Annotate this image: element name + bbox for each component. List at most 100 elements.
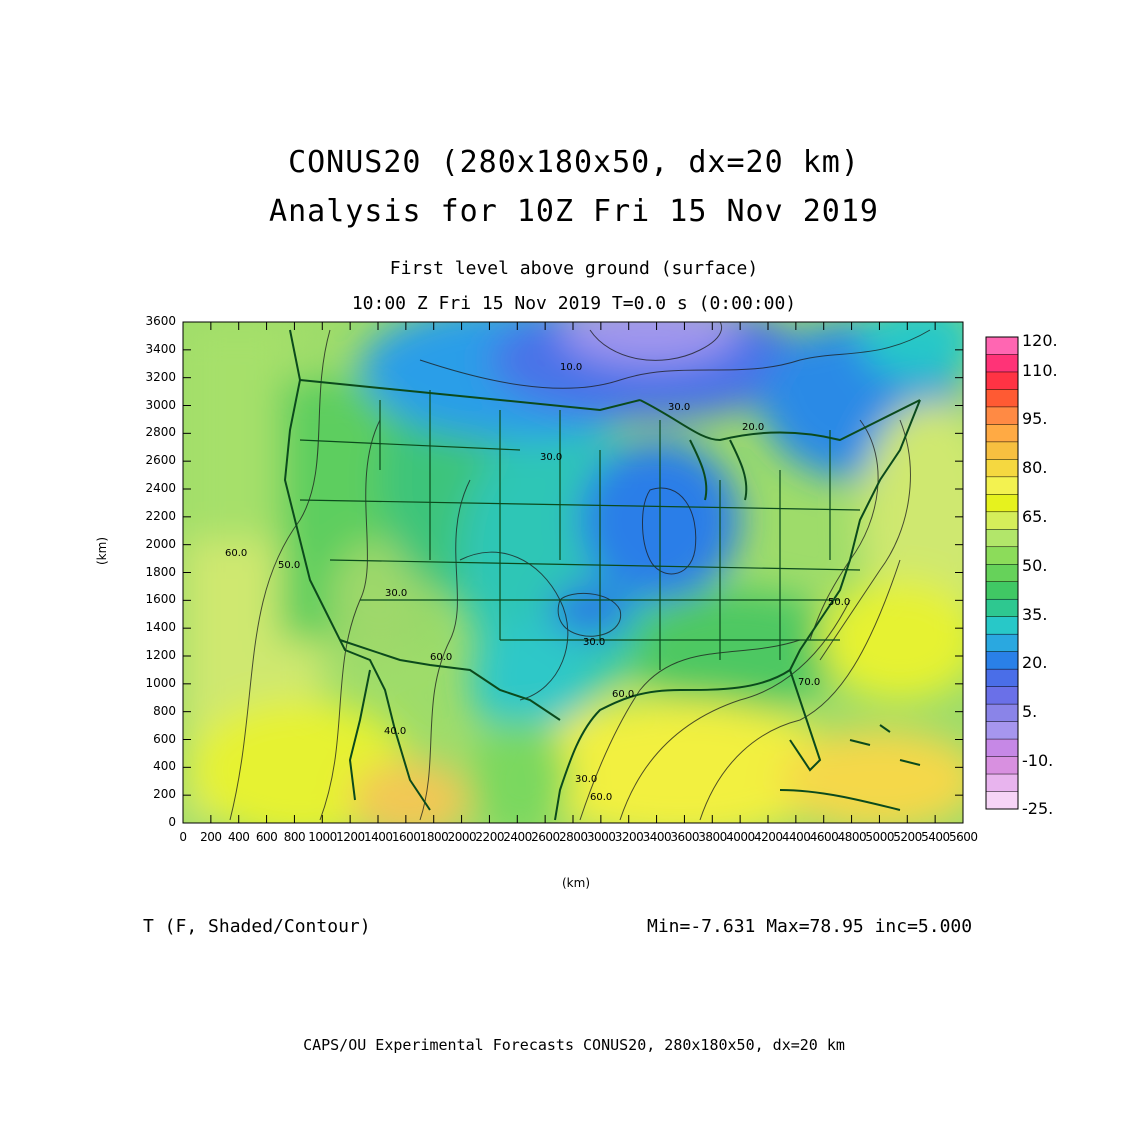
x-tick-label: 0 bbox=[179, 830, 187, 844]
contour-line bbox=[809, 419, 879, 641]
contour-label: 30.0 bbox=[668, 402, 690, 413]
colorbar-swatch bbox=[986, 791, 1018, 810]
contour-label: 70.0 bbox=[798, 677, 820, 688]
canada-border bbox=[299, 379, 641, 412]
x-tick-label: 1000 bbox=[308, 830, 337, 844]
great-lakes-border bbox=[639, 399, 921, 442]
contour-line bbox=[557, 592, 622, 637]
colorbar-label: 120. bbox=[1022, 331, 1058, 350]
contour-label: 10.0 bbox=[560, 362, 582, 373]
contour-label-group: 60.0 50.0 30.0 60.0 10.0 30.0 30.0 20.0 … bbox=[225, 362, 850, 803]
contour-line bbox=[319, 419, 381, 821]
y-tick-label: 1600 bbox=[145, 592, 176, 607]
contour-line bbox=[642, 487, 697, 575]
y-tick-label: 2800 bbox=[145, 425, 176, 440]
colorbar-swatch bbox=[986, 337, 1018, 355]
field-canada bbox=[490, 322, 810, 420]
contour-line bbox=[419, 479, 471, 821]
great-lakes bbox=[689, 439, 748, 501]
x-axis-unit: (km) bbox=[562, 876, 591, 890]
field-caribbean bbox=[780, 730, 963, 823]
colorbar-swatch bbox=[986, 424, 1018, 443]
field-canada-cold bbox=[560, 322, 740, 365]
contour-label: 20.0 bbox=[742, 422, 764, 433]
colorbar-swatch bbox=[986, 634, 1018, 653]
x-tick-label: 1800 bbox=[419, 830, 449, 844]
y-tick-label: 1800 bbox=[145, 564, 176, 579]
x-tick-label: 1400 bbox=[364, 830, 393, 844]
colorbar-label: 5. bbox=[1022, 702, 1038, 721]
colorbar-swatch bbox=[986, 599, 1018, 618]
x-tick-label: 3400 bbox=[642, 830, 672, 844]
y-tick-label: 400 bbox=[153, 759, 176, 774]
field-oklahoma bbox=[550, 585, 630, 635]
x-tick-label: 5000 bbox=[865, 830, 894, 844]
contour-line bbox=[579, 639, 801, 821]
credit-label: CAPS/OU Experimental Forecasts CONUS20, … bbox=[303, 1036, 845, 1054]
x-tick-label: 400 bbox=[228, 830, 250, 844]
mexico-border bbox=[339, 639, 561, 721]
field-texas bbox=[470, 620, 590, 740]
x-tick-label: 5600 bbox=[949, 830, 978, 844]
colorbar-swatch bbox=[986, 371, 1018, 390]
contour-line bbox=[819, 419, 911, 661]
axis-ticks bbox=[182, 321, 964, 824]
colorbar-swatch bbox=[986, 546, 1018, 565]
state-borders-horizontal bbox=[299, 439, 861, 641]
title-line-2: Analysis for 10Z Fri 15 Nov 2019 bbox=[269, 194, 879, 229]
colorbar-swatch bbox=[986, 459, 1018, 478]
field-atlantic-south bbox=[820, 580, 963, 700]
x-tick-label: 5200 bbox=[893, 830, 922, 844]
contour-label: 40.0 bbox=[384, 726, 406, 737]
colorbar-swatch bbox=[986, 651, 1018, 670]
y-tick-label: 0 bbox=[168, 815, 176, 829]
contour-label: 50.0 bbox=[278, 560, 300, 571]
contour-label: 30.0 bbox=[575, 774, 597, 785]
x-tick-label: 2600 bbox=[531, 830, 560, 844]
contour-line bbox=[589, 322, 723, 361]
contour-line bbox=[619, 599, 851, 821]
colorbar-label: 95. bbox=[1022, 409, 1048, 428]
colorbar-swatch bbox=[986, 739, 1018, 758]
cuba-coastline bbox=[779, 789, 901, 811]
title-line-1: CONUS20 (280x180x50, dx=20 km) bbox=[288, 145, 860, 180]
contour-label: 60.0 bbox=[612, 689, 634, 700]
east-coastline bbox=[788, 399, 921, 772]
field-mexico-warm bbox=[350, 760, 470, 823]
contour-line bbox=[229, 329, 331, 821]
y-tick-label: 2000 bbox=[145, 536, 176, 551]
colorbar-swatch bbox=[986, 721, 1018, 740]
x-tick-label: 3000 bbox=[586, 830, 616, 844]
level-subtitle: First level above ground (surface) bbox=[389, 258, 759, 279]
y-tick-label: 600 bbox=[153, 731, 176, 746]
x-tick-label: 1600 bbox=[391, 830, 421, 844]
colorbar-frame bbox=[985, 336, 1019, 810]
colorbar-swatch bbox=[986, 441, 1018, 460]
colorbar-swatch bbox=[986, 406, 1018, 425]
y-tick-label: 1000 bbox=[145, 675, 176, 690]
x-tick-label: 200 bbox=[200, 830, 222, 844]
y-tick-label: 1400 bbox=[145, 620, 176, 635]
colorbar-swatch bbox=[986, 616, 1018, 635]
contour-label: 60.0 bbox=[590, 792, 612, 803]
colorbar-swatch bbox=[986, 774, 1018, 793]
x-tick-label: 2200 bbox=[475, 830, 504, 844]
x-tick-label: 2400 bbox=[503, 830, 532, 844]
contour-line bbox=[419, 329, 931, 389]
field-gulf bbox=[520, 700, 840, 823]
y-tick-label: 3400 bbox=[145, 341, 176, 356]
contour-line bbox=[699, 559, 901, 821]
colorbar-swatch bbox=[986, 581, 1018, 600]
y-tick-label: 3200 bbox=[145, 369, 176, 384]
colorbar-label: 65. bbox=[1022, 507, 1048, 526]
x-tick-label: 1200 bbox=[336, 830, 365, 844]
west-coastline bbox=[283, 329, 431, 811]
y-tick-label: 2600 bbox=[145, 453, 176, 468]
stats-label: Min=-7.631 Max=78.95 inc=5.000 bbox=[647, 916, 973, 937]
x-tick-label: 5400 bbox=[921, 830, 950, 844]
colorbar-swatch bbox=[986, 354, 1018, 373]
colorbar-label: 20. bbox=[1022, 653, 1048, 672]
boundaries bbox=[283, 329, 921, 821]
colorbar-label: 80. bbox=[1022, 458, 1048, 477]
